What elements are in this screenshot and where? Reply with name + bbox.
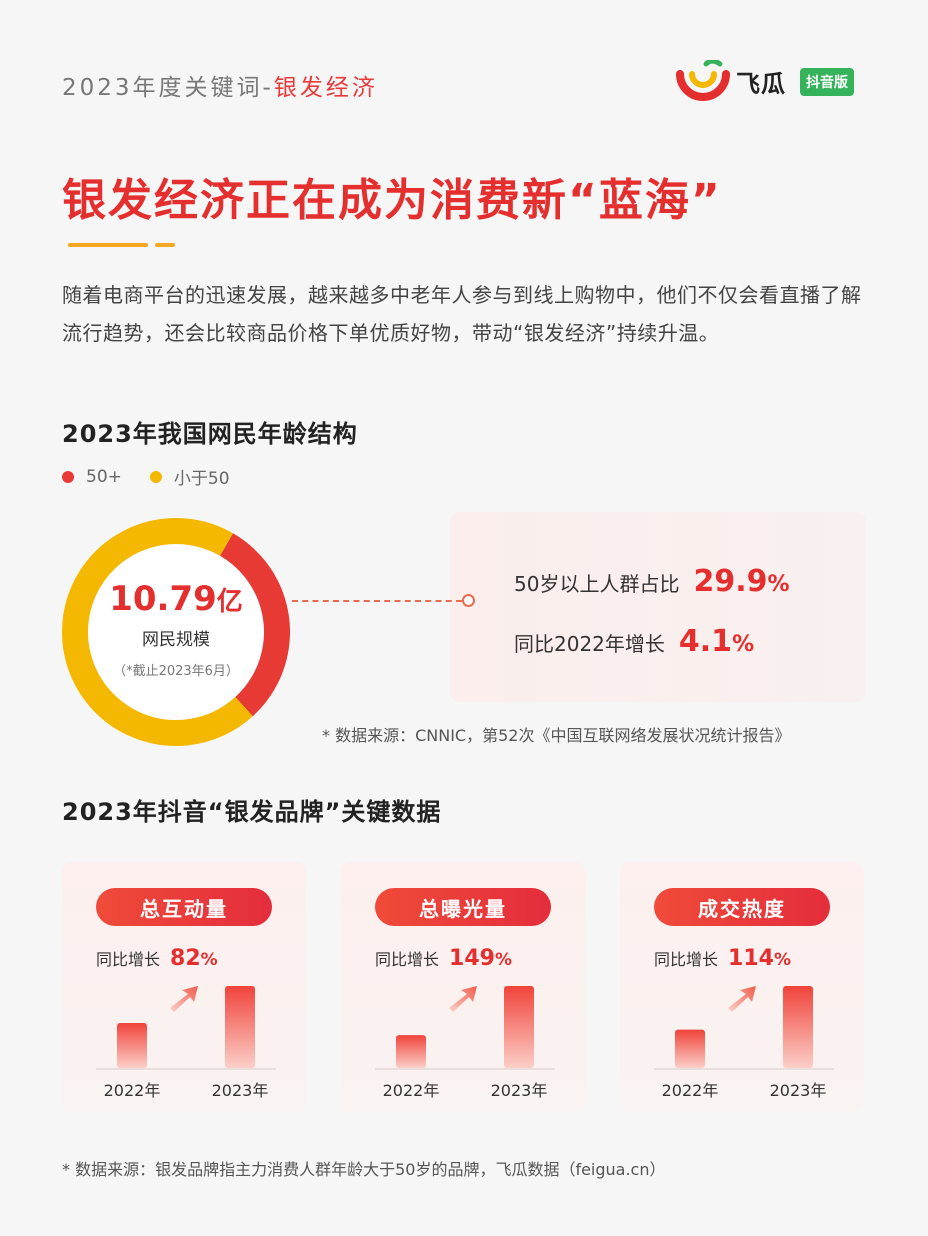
section-title-brand-data: 2023年抖音“银发品牌”关键数据 <box>62 798 442 826</box>
netizen-scale-note: （*截止2023年6月） <box>113 664 239 679</box>
bar-2023年 <box>783 986 813 1068</box>
logo-name: 飞瓜 <box>736 70 786 98</box>
legend-label-50plus: 50+ <box>86 466 122 487</box>
growth-value: 149 <box>449 946 495 971</box>
title-underline-short <box>155 243 175 247</box>
donut-connector-line <box>292 600 462 602</box>
growth-unit: % <box>200 950 218 970</box>
legend-item-50plus: 50+ <box>62 467 122 487</box>
bar-chart-interaction: 2022年 2023年 <box>96 986 276 1100</box>
growth-arrow-icon <box>728 986 756 1012</box>
metric-growth-exposure: 同比增长 149% <box>375 946 512 971</box>
bar-chart-transaction: 2022年 2023年 <box>654 986 834 1100</box>
bar-category-label: 2023年 <box>491 1081 548 1100</box>
bar-2022年 <box>675 1029 705 1068</box>
bar-category-label: 2022年 <box>383 1081 440 1100</box>
metric-pill-exposure: 总曝光量 <box>375 888 551 926</box>
netizen-scale-number: 10.79 <box>109 579 217 619</box>
metric-growth-transaction: 同比增长 114% <box>654 946 791 971</box>
legend-label-under50: 小于50 <box>173 469 230 489</box>
stat-50plus-share-value: 29.9 <box>693 564 768 599</box>
growth-value: 114 <box>728 946 774 971</box>
growth-unit: % <box>773 950 791 970</box>
header-keyword-highlight: 银发经济 <box>273 75 378 101</box>
bar-category-label: 2023年 <box>770 1081 827 1100</box>
metric-pill-interaction: 总互动量 <box>96 888 272 926</box>
bar-category-label: 2022年 <box>104 1081 161 1100</box>
data-source-cnnic: * 数据来源：CNNIC，第52次《中国互联网络发展状况统计报告》 <box>322 726 791 745</box>
growth-arrow-icon <box>449 986 477 1012</box>
netizen-scale-unit: 亿 <box>216 587 243 617</box>
bar-2023年 <box>504 986 534 1068</box>
header-keyword: 2023年度关键词-银发经济 <box>62 68 378 102</box>
growth-prefix: 同比增长 <box>375 950 440 969</box>
netizen-scale-label: 网民规模 <box>142 630 210 650</box>
bar-2023年 <box>225 986 255 1068</box>
donut-legend: 50+ 小于50 <box>62 464 258 489</box>
age-donut-chart <box>62 518 290 746</box>
metric-card-transaction: 成交热度 同比增长 114% 2022年 2023年 <box>620 862 864 1112</box>
melon-icon <box>676 60 730 101</box>
feigua-logo: 飞瓜 抖音版 <box>676 60 871 104</box>
bar-2022年 <box>396 1035 426 1068</box>
legend-swatch-under50 <box>149 470 162 483</box>
stat-yoy-growth-unit: % <box>732 632 755 657</box>
stat-yoy-growth: 同比2022年增长 4.1% <box>514 624 754 659</box>
bar-2022年 <box>117 1022 147 1068</box>
bar-category-label: 2023年 <box>212 1081 269 1100</box>
connector-dot-icon <box>462 594 475 607</box>
title-underline <box>68 243 148 247</box>
metric-pill-transaction: 成交热度 <box>654 888 830 926</box>
data-source-feigua: * 数据来源：银发品牌指主力消费人群年龄大于50岁的品牌，飞瓜数据（feigua… <box>62 1160 666 1179</box>
bar-chart-exposure: 2022年 2023年 <box>375 986 555 1100</box>
stat-yoy-growth-value: 4.1 <box>678 624 733 659</box>
donut-slice-under50 <box>62 518 290 746</box>
stat-50plus-share-unit: % <box>767 572 790 597</box>
metric-card-exposure: 总曝光量 同比增长 149% 2022年 2023年 <box>341 862 585 1112</box>
section-title-age-structure: 2023年我国网民年龄结构 <box>62 420 358 448</box>
donut-center: 10.79亿 网民规模 （*截止2023年6月） <box>62 518 290 746</box>
stat-50plus-share: 50岁以上人群占比 29.9% <box>514 564 790 599</box>
growth-prefix: 同比增长 <box>654 950 719 969</box>
growth-unit: % <box>494 950 512 970</box>
header-keyword-prefix: 2023年度关键词- <box>62 75 274 101</box>
netizen-scale-value: 10.79亿 <box>109 579 243 619</box>
legend-swatch-50plus <box>62 470 74 483</box>
growth-value: 82 <box>170 946 201 971</box>
logo-badge: 抖音版 <box>800 68 854 96</box>
age-stat-panel: 50岁以上人群占比 29.9% 同比2022年增长 4.1% <box>450 512 866 702</box>
metric-card-interaction: 总互动量 同比增长 82% 2022年 2023年 <box>62 862 306 1112</box>
bar-category-label: 2022年 <box>662 1081 719 1100</box>
donut-center-fill <box>88 544 264 720</box>
growth-arrow-icon <box>170 986 198 1012</box>
growth-prefix: 同比增长 <box>96 950 161 969</box>
intro-paragraph: 随着电商平台的迅速发展，越来越多中老年人参与到线上购物中，他们不仅会看直播了解流… <box>62 283 862 345</box>
stat-50plus-share-label: 50岁以上人群占比 <box>514 572 680 596</box>
metric-growth-interaction: 同比增长 82% <box>96 946 218 971</box>
legend-item-under50: 小于50 <box>149 464 230 489</box>
page-title: 银发经济正在成为消费新“蓝海” <box>62 175 722 226</box>
stat-yoy-growth-label: 同比2022年增长 <box>514 632 665 656</box>
